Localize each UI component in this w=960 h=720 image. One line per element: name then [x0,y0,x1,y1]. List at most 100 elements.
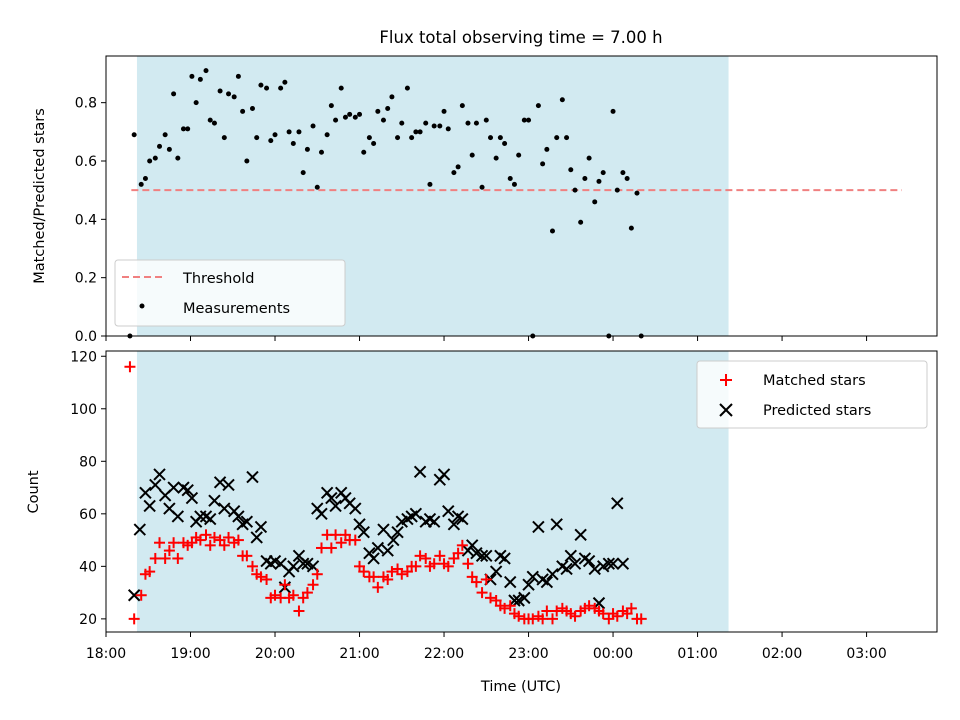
measurement-point [497,135,503,141]
measurement-point [437,123,443,129]
matched-stars-point [452,547,464,559]
measurement-point [166,146,172,152]
measurement-point [423,120,429,126]
matched-stars-point [325,542,337,554]
measurement-point [578,219,584,225]
matched-stars-point [246,560,258,572]
predicted-stars-point [371,541,385,555]
matched-stars-point [315,542,327,554]
predicted-stars-point [315,507,328,521]
matched-stars-point [546,613,558,625]
predicted-stars-point [489,565,503,578]
predicted-stars-point [504,575,517,589]
measurement-point [389,94,395,100]
bottom-y-tick-label: 80 [79,454,97,470]
predicted-stars-point [564,549,578,563]
matched-stars-point [194,534,206,546]
matched-stars-point [414,550,426,562]
predicted-stars-point [153,468,166,481]
measurement-point [203,68,209,74]
bottom-x-tick-label: 20:00 [255,646,295,662]
measurement-point [592,199,598,205]
matched-stars-point [551,605,563,617]
bottom-x-tick-label: 01:00 [677,646,717,662]
matched-stars-point [168,537,180,549]
measurement-point [310,123,316,129]
measurement-point [272,132,278,138]
bottom-y-tick-label: 100 [70,402,97,418]
top-y-axis-label: Matched/Predicted stars [32,108,48,284]
bottom-legend-box [696,360,928,429]
top-y-tick-label: 0.0 [75,329,97,345]
predicted-stars-point [588,562,601,576]
predicted-stars-point [357,525,370,539]
measurement-point [300,170,306,176]
measurement-points [127,68,644,339]
measurement-point [404,85,410,91]
measurement-point [413,129,419,135]
matched-stars-point [172,552,184,564]
matched-stars-point [232,534,244,546]
measurement-point [221,135,227,141]
predicted-stars-point [568,557,582,570]
predicted-stars-point [139,486,152,500]
measurement-point [493,155,499,161]
measurement-point [549,228,555,234]
matched-stars-point [635,613,647,625]
measurement-point [399,120,405,126]
measurement-point [342,114,348,120]
predicted-stars-point [349,502,362,515]
predicted-stars-point [475,549,489,563]
predicted-stars-point [391,525,404,539]
matched-stars-point [358,566,370,578]
top-plot-frame [105,55,938,337]
predicted-stars-point [325,491,338,505]
matched-stars-point [504,600,516,612]
measurement-point [268,138,274,144]
measurement-point [634,190,640,196]
measurement-point [157,143,163,149]
measurement-point [568,167,574,173]
measurement-point [624,176,630,181]
matched-stars-point [456,539,468,551]
measurement-point [278,85,284,91]
bottom-y-tick-label: 40 [79,559,97,575]
measurement-point [231,94,237,100]
measurement-point [483,117,489,123]
measurement-point [211,120,217,126]
predicted-stars-point [254,520,268,534]
predicted-stars-point [532,520,545,534]
predicted-stars-point [185,491,199,505]
measurement-point [572,187,578,193]
measurement-point [465,120,471,126]
measurement-point [516,152,522,158]
measurement-point [180,126,186,132]
predicted-stars-point [456,512,469,526]
matched-stars-point [476,587,488,599]
matched-stars-point [485,592,497,604]
matched-stars-point [307,579,319,591]
measurement-point [366,135,372,141]
matched-stars-point [330,529,342,541]
predicted-stars-point [213,476,227,489]
legend-predicted-label: Predicted stars [763,403,871,419]
matched-stars-point [625,602,637,614]
bottom-x-tick-label: 02:00 [762,646,802,662]
top-legend-box [114,259,346,327]
measurement-point [409,135,415,141]
top-y-tick-label: 0.6 [75,154,97,170]
measurement-point [207,117,213,123]
predicted-stars-point [232,510,245,523]
predicted-stars-point [442,504,455,518]
measurement-point [564,135,570,141]
measurement-point [240,108,246,114]
top-x-ticks [105,336,868,341]
predicted-stars-point [127,589,141,602]
matched-stars-point [159,552,171,564]
measurement-point [395,135,401,141]
bottom-shaded-interval [136,351,729,632]
matched-stars-point [279,579,291,591]
legend-measurements-swatch [139,303,145,309]
matched-stars-point [269,589,281,601]
bottom-x-axis-label: Time (UTC) [480,679,561,695]
